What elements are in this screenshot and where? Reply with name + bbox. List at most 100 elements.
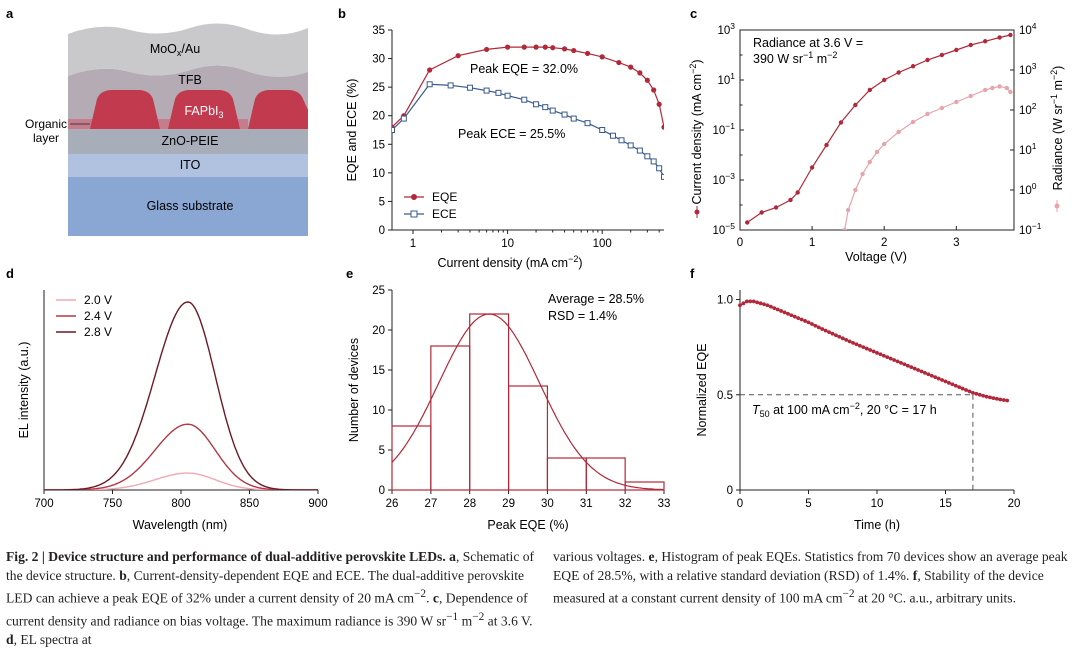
f-stability-point <box>837 334 842 339</box>
c-point-current <box>838 120 844 125</box>
d-xtick-label: 850 <box>240 498 259 510</box>
f-stability-point <box>758 301 763 306</box>
e-bar <box>585 457 626 491</box>
e-bar <box>546 457 587 491</box>
f-stability-point <box>796 316 801 320</box>
b-point-eqe <box>561 46 568 52</box>
f-stability-point <box>902 362 907 367</box>
f-t50-guides <box>740 394 974 490</box>
e-xtick-label: 31 <box>580 498 593 510</box>
device-stack <box>68 23 308 236</box>
f-stability-point <box>803 319 807 323</box>
f-series <box>738 299 1010 403</box>
f-ytick-label: 0.5 <box>717 390 733 402</box>
f-stability-point <box>772 306 777 310</box>
f-stability-point <box>964 388 968 392</box>
f-stability-point <box>991 396 996 400</box>
c-point-current <box>759 210 764 215</box>
caption-d-text: , EL spectra at <box>13 632 92 648</box>
e-gaussian-fit <box>392 313 664 490</box>
perovskite-grain-2 <box>168 90 240 129</box>
caption-f-text: , Stability of the device measured at a … <box>553 567 1044 606</box>
caption-b-label: b <box>119 567 127 583</box>
c-point-radiance <box>867 159 872 165</box>
c-point-radiance <box>874 149 880 155</box>
b-xtick-label: 1 <box>410 238 416 250</box>
b-ylabel: EQE and ECE (%) <box>345 79 359 182</box>
f-stability-point <box>871 349 876 354</box>
b-point-ece <box>656 165 663 172</box>
f-stability-point <box>933 375 938 380</box>
label-zno: ZnO-PEIE <box>162 134 219 148</box>
b-point-ece <box>495 89 502 96</box>
f-stability-point <box>875 350 879 355</box>
b-point-eqe <box>533 44 539 50</box>
b-point-eqe <box>584 50 591 57</box>
b-point-ece <box>400 115 407 122</box>
f-stability-point <box>929 373 934 378</box>
f-xlabel: Time (h) <box>854 518 900 532</box>
label-organic-1: Organic <box>25 117 67 131</box>
b-point-ece <box>650 158 657 165</box>
f-stability-point <box>984 394 989 399</box>
c-ytick-left-label: 103 <box>717 21 735 37</box>
c-point-current <box>773 205 779 210</box>
d-xtick-label: 750 <box>103 498 122 510</box>
c-annotation-1: Radiance at 3.6 V = <box>753 36 863 50</box>
caption-b-sup: −2 <box>414 588 427 601</box>
f-stability-point <box>899 360 903 365</box>
f-ytick-label: 1.0 <box>717 295 733 307</box>
f-stability-point <box>779 309 783 313</box>
e-ylabel: Number of devices <box>347 338 361 442</box>
f-stability-point <box>936 376 941 381</box>
b-point-eqe <box>628 64 634 70</box>
caption-b-text: , Current-density-dependent EQE and ECE.… <box>6 567 525 606</box>
f-stability-point <box>775 307 780 312</box>
c-point-current <box>745 220 750 225</box>
label-electrode: MoOx/Au <box>150 42 200 58</box>
b-ticks: 0 5 10 15 20 25 30 35 1 10 100 <box>372 25 660 250</box>
c-point-radiance <box>845 207 851 213</box>
f-stability-point <box>782 310 787 315</box>
b-point-eqe <box>521 44 527 50</box>
d-spectrum-28V <box>44 301 318 490</box>
f-stability-point <box>940 378 944 382</box>
f-ticks: 0 5 10 15 20 0 0.5 1.0 <box>717 295 1020 510</box>
f-stability-point <box>851 340 855 345</box>
f-xtick-label: 20 <box>1008 498 1021 510</box>
e-ytick-label: 15 <box>372 365 385 377</box>
f-stability-point <box>744 299 749 304</box>
b-point-eqe <box>550 45 556 51</box>
b-ytick-label: 5 <box>379 196 385 208</box>
b-ytick-label: 35 <box>372 25 385 37</box>
c-ytick-right-label: 104 <box>1019 21 1037 37</box>
c-point-current <box>867 87 872 93</box>
e-xtick-label: 28 <box>463 498 476 510</box>
b-point-ece <box>392 127 395 133</box>
caption-f-tail: at 20 °C. a.u., arbitrary units. <box>854 590 1016 606</box>
f-stability-point <box>786 311 790 316</box>
f-stability-point <box>827 330 831 335</box>
c-point-radiance <box>990 85 995 91</box>
b-point-eqe <box>637 70 643 76</box>
b-point-eqe <box>656 101 662 107</box>
b-ytick-label: 20 <box>372 111 385 123</box>
b-ytick-label: 15 <box>372 139 385 151</box>
f-stability-point <box>905 363 910 368</box>
b-point-ece <box>483 87 490 94</box>
caption-b-tail: . <box>426 590 433 606</box>
d-legend-label-3: 2.8 V <box>84 325 112 339</box>
e-bar <box>624 481 665 491</box>
e-annotation-average: Average = 28.5% <box>548 292 644 306</box>
c-point-current <box>809 165 815 170</box>
d-legend: 2.0 V 2.4 V 2.8 V <box>56 293 112 339</box>
d-xtick-label: 900 <box>308 498 327 510</box>
f-stability-point <box>1005 398 1010 403</box>
c-point-radiance <box>853 187 858 193</box>
f-xtick-label: 10 <box>871 498 884 510</box>
b-point-ece <box>549 107 556 114</box>
f-stability-point <box>950 382 955 387</box>
f-stability-point <box>762 302 766 307</box>
b-point-ece <box>584 120 591 127</box>
f-ytick-label: 0 <box>727 485 733 497</box>
